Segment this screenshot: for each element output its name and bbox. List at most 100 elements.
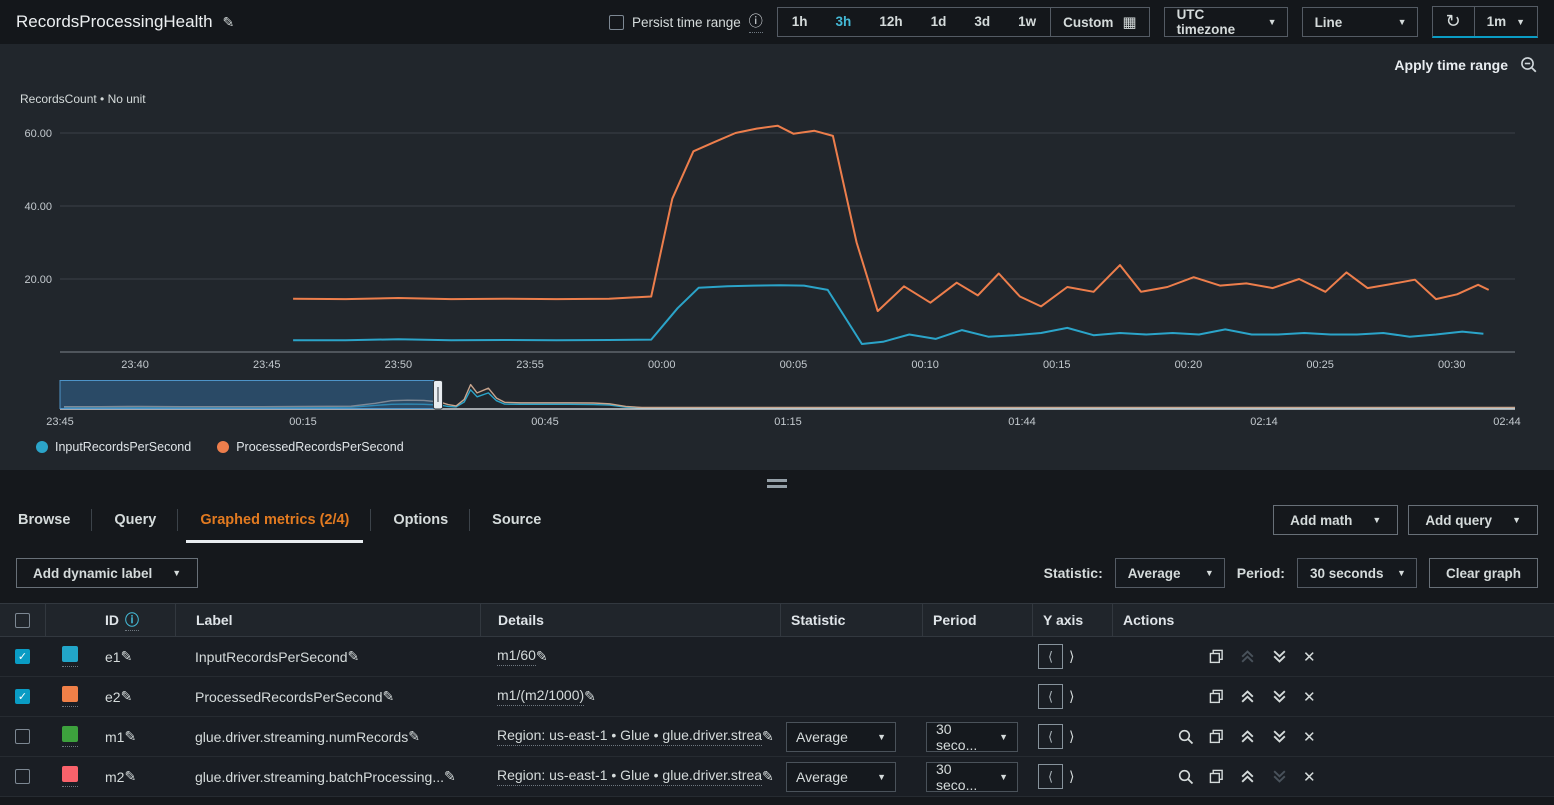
range-button-3h[interactable]: 3h — [835, 14, 852, 29]
remove-metric-icon[interactable]: ✕ — [1303, 688, 1316, 706]
metric-color-swatch[interactable] — [62, 726, 78, 747]
yaxis-left-button[interactable]: ⟨ — [1038, 644, 1063, 669]
yaxis-right-button[interactable]: ⟩ — [1069, 728, 1075, 744]
edit-icon[interactable]: ✎ — [382, 688, 395, 704]
row-statistic-select[interactable]: Average ▼ — [786, 761, 896, 792]
caret-down-icon: ▼ — [877, 771, 886, 782]
tab-options[interactable]: Options — [371, 497, 470, 543]
edit-icon[interactable]: ✎ — [124, 728, 137, 744]
persist-checkbox[interactable] — [608, 14, 624, 30]
copy-icon[interactable] — [1209, 649, 1224, 664]
edit-icon[interactable]: ✎ — [584, 688, 596, 704]
move-up-icon[interactable] — [1239, 728, 1256, 745]
row-checkbox[interactable]: ✓ — [15, 689, 30, 704]
move-down-icon[interactable] — [1271, 648, 1288, 665]
row-period-select[interactable]: 30 seco... ▼ — [926, 721, 1018, 753]
metric-id: e1 — [105, 648, 121, 665]
range-button-12h[interactable]: 12h — [879, 14, 903, 29]
main-chart[interactable]: 20.00 40.00 60.00 23:40 23:45 23:50 23:55 00:00… — [0, 44, 1554, 376]
color-column-header — [45, 604, 95, 636]
copy-icon[interactable] — [1209, 729, 1224, 744]
range-button-1w[interactable]: 1w — [1018, 14, 1037, 29]
metric-color-swatch[interactable] — [62, 766, 78, 787]
legend-item-processedrecordspersecond[interactable]: ProcessedRecordsPerSecond — [217, 440, 404, 454]
legend-item-inputrecordspersecond[interactable]: InputRecordsPerSecond — [36, 440, 191, 454]
yaxis-right-button[interactable]: ⟩ — [1069, 768, 1075, 784]
move-down-icon[interactable] — [1271, 728, 1288, 745]
range-button-1d[interactable]: 1d — [930, 14, 947, 29]
edit-title-icon[interactable]: ✎ — [222, 13, 235, 30]
id-info-icon[interactable]: ⓘ — [125, 610, 139, 631]
yaxis-right-button[interactable]: ⟩ — [1069, 688, 1075, 704]
refresh-button[interactable]: ↻ — [1433, 7, 1475, 36]
yaxis-toggle: ⟨ ⟩ — [1038, 724, 1074, 749]
row-checkbox[interactable]: ✓ — [15, 649, 30, 664]
metric-details[interactable]: Region: us-east-1 • Glue • glue.driver.s… — [497, 727, 763, 746]
add-query-button[interactable]: Add query ▼ — [1408, 505, 1538, 535]
edit-icon[interactable]: ✎ — [120, 688, 133, 704]
overview-brush[interactable] — [59, 380, 438, 409]
refresh-interval-select[interactable]: 1m ▼ — [1475, 7, 1537, 36]
tab-graphed-metrics-2-4[interactable]: Graphed metrics (2/4) — [178, 497, 372, 543]
edit-icon[interactable]: ✎ — [120, 648, 133, 664]
metric-details[interactable]: m1/(m2/1000) — [497, 687, 585, 706]
chart-type-select[interactable]: Line ▼ — [1301, 7, 1418, 37]
y-axis-tick-label: 60.00 — [24, 128, 52, 140]
edit-icon[interactable]: ✎ — [762, 768, 774, 784]
search-icon[interactable] — [1178, 769, 1194, 785]
info-icon[interactable]: ⓘ — [748, 11, 763, 33]
metric-details[interactable]: Region: us-east-1 • Glue • glue.driver.s… — [497, 767, 763, 786]
yaxis-left-button[interactable]: ⟨ — [1038, 764, 1063, 789]
metric-details[interactable]: m1/60 — [497, 647, 536, 666]
yaxis-left-button[interactable]: ⟨ — [1038, 724, 1063, 749]
remove-metric-icon[interactable]: ✕ — [1303, 728, 1316, 746]
zoom-out-icon[interactable] — [1520, 56, 1538, 77]
clear-graph-button[interactable]: Clear graph — [1428, 558, 1538, 588]
remove-metric-icon[interactable]: ✕ — [1303, 648, 1316, 666]
overview-chart[interactable] — [0, 380, 1554, 410]
table-row: ✓ e2 ✎ ProcessedRecordsPerSecond ✎ m1/(m2/100… — [0, 677, 1554, 717]
search-icon[interactable] — [1178, 729, 1194, 745]
edit-icon[interactable]: ✎ — [535, 648, 548, 664]
caret-down-icon: ▼ — [1516, 16, 1525, 27]
yaxis-right-button[interactable]: ⟩ — [1069, 648, 1075, 664]
edit-icon[interactable]: ✎ — [347, 648, 360, 664]
row-checkbox[interactable] — [15, 729, 30, 744]
add-dynamic-label-button[interactable]: Add dynamic label ▼ — [16, 558, 199, 588]
caret-down-icon: ▼ — [1397, 568, 1406, 578]
select-all-checkbox[interactable] — [15, 612, 30, 628]
edit-icon[interactable]: ✎ — [444, 768, 456, 784]
range-button-1h[interactable]: 1h — [791, 14, 808, 29]
edit-icon[interactable]: ✎ — [124, 768, 137, 784]
move-down-icon[interactable] — [1271, 688, 1288, 705]
timezone-select[interactable]: UTC timezone ▼ — [1163, 7, 1288, 37]
table-row: m1 ✎ glue.driver.streaming.numRecords ✎ Regi… — [0, 717, 1554, 757]
row-statistic-select[interactable]: Average ▼ — [786, 721, 896, 752]
table-row: ✓ e1 ✎ InputRecordsPerSecond ✎ m1/60 ✎ ⟨ ⟩ ✕ — [0, 637, 1554, 677]
copy-icon[interactable] — [1209, 769, 1224, 784]
metric-color-swatch[interactable] — [62, 646, 78, 667]
copy-icon[interactable] — [1209, 689, 1224, 704]
apply-time-range-button[interactable]: Apply time range — [1394, 57, 1508, 73]
period-select[interactable]: 30 seconds ▼ — [1296, 558, 1417, 588]
row-checkbox[interactable] — [15, 769, 30, 784]
tab-source[interactable]: Source — [492, 512, 542, 528]
custom-range-button[interactable]: Custom ▦ — [1050, 8, 1148, 36]
yaxis-left-button[interactable]: ⟨ — [1038, 684, 1063, 709]
range-button-3d[interactable]: 3d — [974, 14, 991, 29]
resize-handle[interactable] — [767, 479, 787, 488]
move-up-icon — [1239, 648, 1256, 665]
row-period-select[interactable]: 30 seco... ▼ — [926, 761, 1018, 793]
tab-browse[interactable]: Browse — [16, 497, 93, 543]
refresh-interval-value: 1m — [1486, 14, 1507, 29]
move-up-icon[interactable] — [1239, 768, 1256, 785]
edit-icon[interactable]: ✎ — [408, 728, 420, 744]
edit-icon[interactable]: ✎ — [762, 728, 774, 744]
x-axis-tick-label: 00:20 — [1175, 359, 1203, 371]
remove-metric-icon[interactable]: ✕ — [1303, 768, 1316, 786]
tab-query[interactable]: Query — [92, 497, 179, 543]
add-math-button[interactable]: Add math ▼ — [1273, 505, 1399, 535]
metric-color-swatch[interactable] — [62, 686, 78, 707]
statistic-select[interactable]: Average ▼ — [1114, 558, 1225, 588]
move-up-icon[interactable] — [1239, 688, 1256, 705]
